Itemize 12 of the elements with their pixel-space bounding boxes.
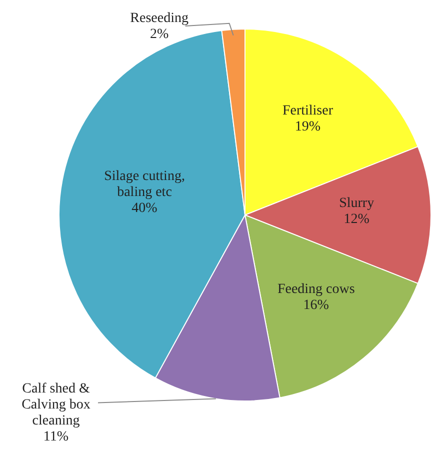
slice-label: Calf shed & Calving box cleaning	[22, 382, 90, 429]
slice-label: Slurry	[339, 196, 374, 211]
data-label: 12%	[344, 212, 370, 227]
data-label: 40%	[132, 200, 158, 216]
slice-label: Reseeding	[130, 11, 188, 26]
slice-label: Feeding cows	[277, 282, 355, 297]
slice-label: Silage cutting, baling etc	[104, 168, 185, 200]
slice-label: Fertiliser	[282, 104, 334, 119]
data-label: 2%	[150, 27, 169, 42]
data-label: 19%	[294, 120, 321, 135]
data-label: 16%	[303, 298, 330, 313]
data-label: 11%	[43, 430, 69, 445]
